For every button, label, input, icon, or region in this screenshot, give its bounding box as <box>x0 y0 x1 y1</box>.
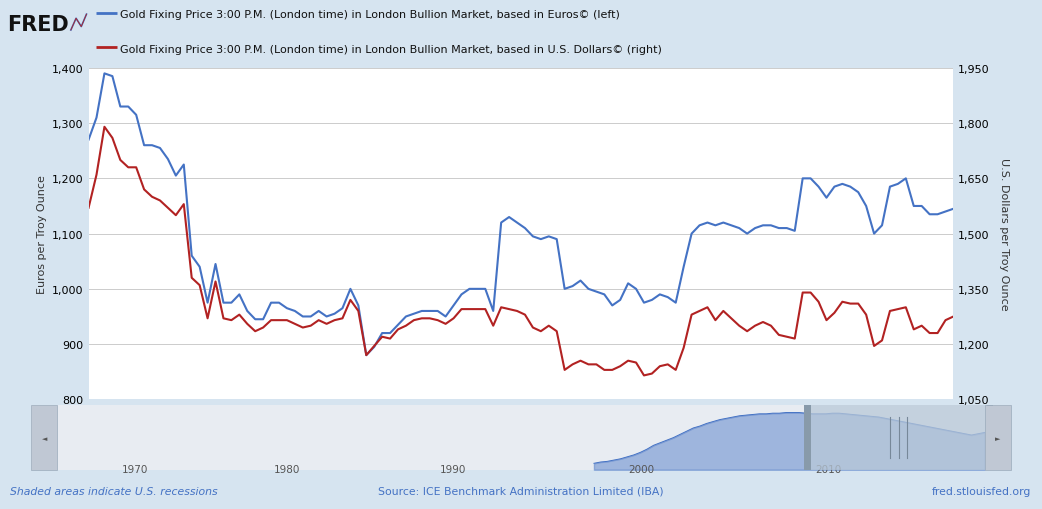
Text: ◄: ◄ <box>42 435 47 441</box>
Text: Shaded areas indicate U.S. recessions: Shaded areas indicate U.S. recessions <box>10 486 218 496</box>
Text: 1970: 1970 <box>122 464 149 474</box>
Y-axis label: U.S. Dollars per Troy Ounce: U.S. Dollars per Troy Ounce <box>999 158 1010 310</box>
Bar <box>985 406 1011 470</box>
Text: Gold Fixing Price 3:00 P.M. (London time) in London Bullion Market, based in U.S: Gold Fixing Price 3:00 P.M. (London time… <box>120 44 662 54</box>
Text: 2000: 2000 <box>627 464 654 474</box>
Text: FRED: FRED <box>7 15 69 35</box>
Bar <box>987 406 993 470</box>
Bar <box>31 406 1011 470</box>
Bar <box>31 406 57 470</box>
Bar <box>804 406 811 470</box>
Text: Gold Fixing Price 3:00 P.M. (London time) in London Bullion Market, based in Eur: Gold Fixing Price 3:00 P.M. (London time… <box>120 10 620 20</box>
Y-axis label: Euros per Troy Ounce: Euros per Troy Ounce <box>36 175 47 294</box>
Text: 1990: 1990 <box>440 464 467 474</box>
Bar <box>808 406 990 470</box>
Text: 2010: 2010 <box>815 464 842 474</box>
Text: fred.stlouisfed.org: fred.stlouisfed.org <box>933 486 1032 496</box>
Text: ►: ► <box>995 435 1000 441</box>
Text: Source: ICE Benchmark Administration Limited (IBA): Source: ICE Benchmark Administration Lim… <box>378 486 664 496</box>
Text: 1980: 1980 <box>273 464 300 474</box>
